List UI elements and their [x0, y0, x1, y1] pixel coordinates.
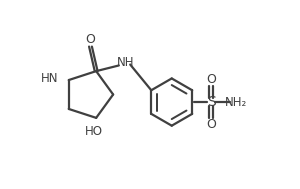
Text: HN: HN	[41, 72, 58, 85]
Text: O: O	[85, 33, 95, 46]
Text: HO: HO	[85, 125, 103, 138]
Text: O: O	[206, 118, 216, 131]
Text: NH₂: NH₂	[225, 96, 247, 108]
Text: O: O	[206, 73, 216, 86]
Text: NH: NH	[117, 56, 135, 69]
Text: S: S	[207, 95, 215, 109]
